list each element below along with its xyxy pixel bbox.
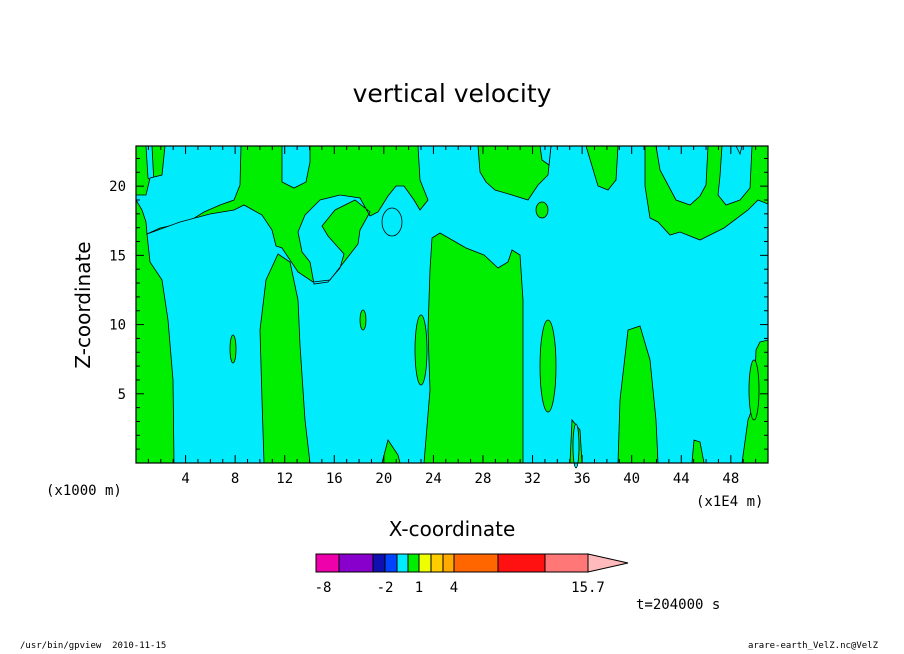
positive-velocity-cell (359, 309, 367, 331)
y-tick-label: 15 (109, 248, 126, 264)
x-tick-label: 20 (375, 471, 392, 487)
colorbar-segment (497, 553, 546, 573)
y-tick-label: 20 (109, 179, 126, 195)
colorbar-segment (544, 553, 589, 573)
x-tick-label: 36 (574, 471, 591, 487)
negative-velocity-band-7 (717, 146, 753, 206)
x-axis-ticks: 4 8 12 16 20 24 28 32 36 40 44 48 (147, 146, 757, 487)
plot-frame (135, 145, 769, 464)
x-tick-label: 12 (276, 471, 293, 487)
colorbar-label: -2 (377, 580, 394, 596)
positive-velocity-cell (539, 319, 557, 413)
positive-velocity-cell (229, 334, 237, 364)
positive-velocity-cell (748, 359, 760, 421)
y-axis-label: Z-coordinate (71, 241, 95, 368)
colorbar-extension-arrow (587, 553, 629, 573)
x-tick-label: 44 (673, 471, 690, 487)
x-tick-label: 40 (623, 471, 640, 487)
colorbar-segment (315, 553, 340, 573)
colorbar-segment (338, 553, 374, 573)
colorbar-segment (407, 553, 420, 573)
x-tick-label: 4 (181, 471, 189, 487)
colorbar-segment (372, 553, 386, 573)
colorbar-segment (453, 553, 499, 573)
colorbar-label: 15.7 (571, 580, 605, 596)
x-tick-label: 48 (722, 471, 739, 487)
x-axis-label: X-coordinate (389, 517, 516, 541)
y-tick-label: 5 (118, 387, 126, 403)
x-tick-label: 8 (231, 471, 239, 487)
colorbar-segment (418, 553, 432, 573)
negative-velocity-band-8 (735, 146, 743, 156)
x-tick-label: 32 (524, 471, 541, 487)
x-tick-label: 16 (326, 471, 343, 487)
x-axis-unit: (x1E4 m) (696, 494, 763, 510)
footer-right: arare-earth_VelZ.nc@VelZ (747, 641, 878, 651)
negative-velocity-band-6 (655, 146, 709, 206)
footer-left: /usr/bin/gpview 2010-11-15 (20, 641, 167, 651)
colorbar-segment (396, 553, 409, 573)
colorbar-label: 4 (450, 580, 458, 596)
y-tick-label: 10 (109, 318, 126, 334)
negative-velocity-cell (572, 423, 580, 469)
colorbar-label: -8 (315, 580, 332, 596)
x-tick-label: 24 (425, 471, 442, 487)
colorbar-segment (384, 553, 398, 573)
negative-velocity-cell (381, 207, 403, 237)
negative-velocity-band-5 (539, 146, 552, 166)
colorbar-segment (430, 553, 444, 573)
time-label: t=204000 s (636, 597, 720, 613)
negative-velocity-band-4 (281, 146, 311, 189)
positive-velocity-cell (535, 201, 549, 219)
negative-velocity-band-3 (146, 146, 768, 463)
x-tick-label: 28 (475, 471, 492, 487)
colorbar: -8 -2 1 4 15.7 (315, 553, 629, 596)
negative-velocity-band-2 (136, 146, 242, 235)
positive-velocity-cell (414, 314, 428, 386)
colorbar-label: 1 (415, 580, 423, 596)
y-axis-unit: (x1000 m) (46, 483, 122, 499)
chart-title: vertical velocity (353, 79, 552, 108)
colorbar-segment (442, 553, 455, 573)
y-axis-ticks: 5 10 15 20 (109, 157, 768, 450)
